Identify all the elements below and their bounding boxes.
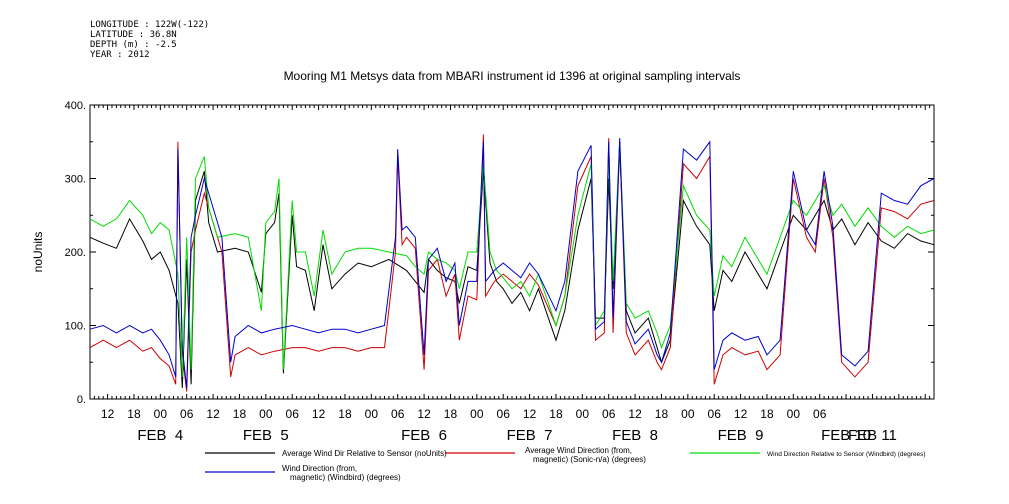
metadata-year: YEAR : 2012 [90,50,150,60]
x-day-label: FEB 9 [718,427,764,444]
metadata-latitude: LATITUDE : 36.8N [90,30,177,40]
legend-label-3: Wind Direction Relative to Sensor (Windb… [767,451,926,458]
y-tick-label: 100. [65,321,86,333]
legend: Average Wind Dir Relative to Sensor (noU… [205,446,926,482]
x-tick-label: 12 [206,407,220,421]
x-tick-label: 18 [127,407,141,421]
x-day-label: FEB 4 [137,427,183,444]
x-day-label: FEB 5 [243,427,289,444]
y-tick-label: 300. [65,174,86,186]
x-tick-label: 12 [523,407,537,421]
x-tick-label: 06 [708,407,722,421]
x-tick-label: 12 [417,407,431,421]
x-tick-label: 12 [101,407,115,421]
x-tick-label: 06 [602,407,616,421]
y-axis-label: noUnits [31,232,45,273]
x-tick-label: 06 [391,407,405,421]
legend-label-1: Average Wind Dir Relative to Sensor (noU… [282,449,447,458]
legend-label-4: Wind Direction (from, magnetic) (Windbird… [282,464,401,482]
x-tick-label: 12 [628,407,642,421]
x-day-label: FEB 8 [612,427,658,444]
x-tick-label: 18 [549,407,563,421]
x-tick-label: 00 [576,407,590,421]
x-tick-label: 18 [338,407,352,421]
x-day-label: FEB 6 [401,427,447,444]
x-tick-label: 00 [365,407,379,421]
x-tick-label: 00 [681,407,695,421]
x-tick-label: 06 [180,407,194,421]
series-line-3 [89,141,935,377]
metadata-block: LONGITUDE : 122W(-122) LATITUDE : 36.8N … [90,20,209,60]
x-tick-label: 06 [813,407,827,421]
x-day-label: FEB 10 [821,427,871,444]
x-day-label: FEB 11 [848,427,897,444]
metadata-depth: DEPTH (m) : -2.5 [90,40,177,50]
x-tick-label: 12 [734,407,748,421]
metadata-longitude: LONGITUDE : 122W(-122) [90,20,210,30]
x-tick-label: 00 [259,407,273,421]
y-tick-label: 0. [77,394,86,406]
y-tick-label: 200. [65,247,86,259]
x-day-label: FEB 7 [507,427,553,444]
x-tick-label: 18 [233,407,247,421]
series-line-2 [89,134,935,392]
x-tick-label: 18 [444,407,458,421]
plot-area [89,134,935,392]
series-line-4 [89,138,935,389]
x-tick-label: 18 [655,407,669,421]
x-tick-label: 00 [470,407,484,421]
x-tick-label: 00 [787,407,801,421]
x-tick-label: 06 [497,407,511,421]
y-tick-label: 400. [65,100,86,112]
plot-frame [89,104,935,400]
x-tick-label: 00 [154,407,168,421]
x-tick-label: 06 [286,407,300,421]
legend-label-2: Average Wind Direction (from, magnetic) (… [525,446,646,464]
x-tick-label: 18 [760,407,774,421]
chart-title: Mooring M1 Metsys data from MBARI instru… [284,69,741,83]
series-line-1 [89,149,935,389]
x-tick-label: 12 [312,407,326,421]
